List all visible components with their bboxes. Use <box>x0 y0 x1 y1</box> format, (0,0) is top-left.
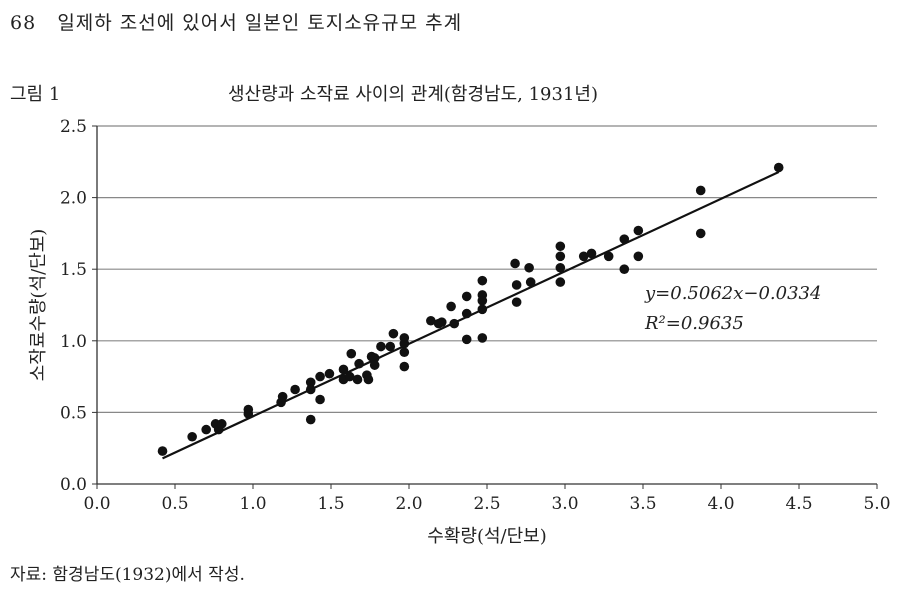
data-point <box>555 251 566 262</box>
data-point <box>773 162 784 173</box>
data-point <box>477 304 488 315</box>
data-point <box>290 384 300 395</box>
data-point <box>525 277 536 287</box>
x-tick-label: 3.5 <box>629 494 656 514</box>
data-point <box>511 280 522 290</box>
data-point <box>633 251 644 262</box>
data-point <box>369 360 380 370</box>
data-point <box>586 248 597 259</box>
figure-label: 그림 1 <box>10 84 61 105</box>
data-point <box>461 334 472 345</box>
data-point <box>399 338 410 349</box>
x-tick-label: 4.5 <box>785 494 812 514</box>
data-point <box>305 414 316 425</box>
data-point <box>277 391 288 402</box>
data-point <box>157 446 168 456</box>
data-point <box>446 301 456 312</box>
data-point <box>346 348 357 359</box>
data-point <box>338 364 349 375</box>
data-point <box>619 234 630 244</box>
data-point <box>461 308 472 319</box>
data-point <box>477 295 488 306</box>
x-tick-label: 4.0 <box>707 494 734 514</box>
data-point <box>449 318 460 329</box>
x-tick-label: 3.0 <box>551 494 578 514</box>
y-tick-label: 2.5 <box>60 117 87 137</box>
data-point <box>243 409 254 419</box>
y-tick-label: 2.0 <box>60 189 87 209</box>
data-point <box>510 258 520 269</box>
data-point <box>477 275 488 286</box>
source-note: 자료: 함경남도(1932)에서 작성. <box>10 565 245 585</box>
running-title: 일제하 조선에 있어서 일본인 토지소유규모 추계 <box>57 12 463 34</box>
data-point <box>578 251 589 262</box>
data-point <box>524 262 534 273</box>
data-point <box>352 374 363 385</box>
data-point <box>695 228 706 239</box>
trend-equation: y=0.5062x−0.0334 <box>644 283 821 304</box>
data-point <box>555 262 566 273</box>
y-tick-label: 1.0 <box>60 332 87 352</box>
x-tick-label: 1.0 <box>239 494 266 514</box>
data-point <box>695 185 706 196</box>
x-tick-label: 0.0 <box>83 494 110 514</box>
x-tick-label: 5.0 <box>863 494 890 514</box>
page-number: 68 <box>10 12 37 34</box>
data-point <box>385 341 396 352</box>
y-tick-label: 0.5 <box>60 403 87 423</box>
y-tick-label: 1.5 <box>60 260 87 280</box>
x-axis-label: 수확량(석/단보) <box>427 526 546 547</box>
data-point <box>555 277 566 287</box>
data-point <box>376 341 386 352</box>
data-point <box>201 424 211 435</box>
data-point <box>305 384 316 395</box>
y-axis-label: 소작료수량(석/단보) <box>28 229 49 382</box>
data-point <box>315 371 325 382</box>
data-point <box>426 315 436 326</box>
data-point <box>399 361 410 372</box>
data-point <box>555 241 566 252</box>
data-point <box>399 347 410 358</box>
data-point <box>217 419 227 429</box>
data-point <box>633 225 644 236</box>
data-point <box>344 371 355 382</box>
data-point <box>511 297 522 307</box>
data-point <box>388 328 399 339</box>
x-tick-label: 1.5 <box>317 494 344 514</box>
data-point <box>603 251 614 262</box>
data-point <box>477 333 488 343</box>
data-point <box>354 358 364 369</box>
chart-title: 생산량과 소작료 사이의 관계(함경남도, 1931년) <box>228 84 598 105</box>
running-header: 68 일제하 조선에 있어서 일본인 토지소유규모 추계 <box>10 8 462 35</box>
data-point <box>436 317 447 327</box>
y-tick-label: 0.0 <box>60 475 87 495</box>
data-point <box>363 374 374 385</box>
r-squared: R²=0.9635 <box>644 313 744 334</box>
x-tick-label: 2.0 <box>395 494 422 514</box>
data-point <box>187 431 197 442</box>
data-point <box>315 394 325 405</box>
data-point <box>324 368 335 379</box>
data-point <box>305 377 316 388</box>
data-point <box>369 353 380 363</box>
data-point <box>619 264 630 275</box>
x-tick-label: 2.5 <box>473 494 500 514</box>
x-tick-label: 0.5 <box>161 494 188 514</box>
data-point <box>461 291 472 302</box>
